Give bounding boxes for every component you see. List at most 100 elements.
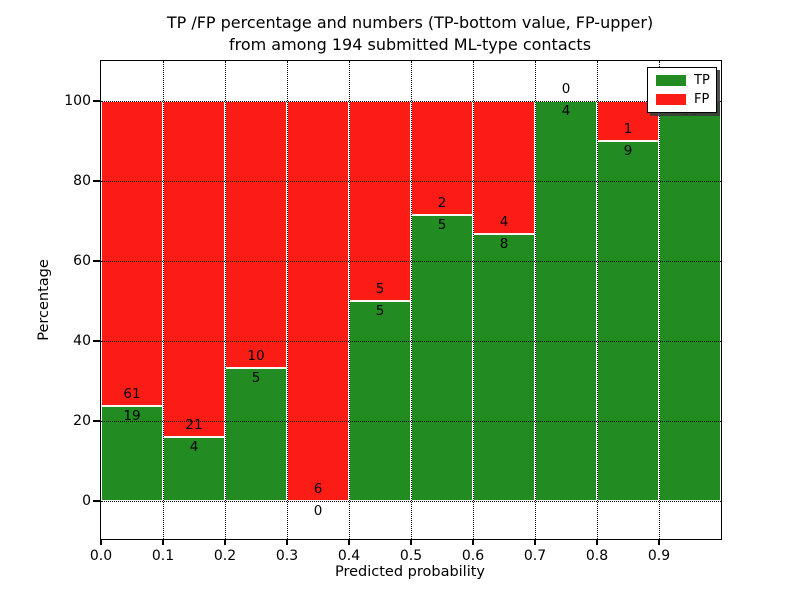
x-tick-mark — [100, 539, 102, 545]
y-tick-label: 80 — [73, 173, 91, 189]
tp-segment — [101, 406, 163, 501]
x-tick-mark — [162, 539, 164, 545]
plot-area: 6119214105605525480419025 TP FP 02040608… — [64, 60, 722, 564]
chart-title: TP /FP percentage and numbers (TP-bottom… — [100, 12, 720, 56]
bars-band: 6119214105605525480419025 — [101, 81, 721, 519]
fp-count-label: 4 — [499, 214, 509, 231]
stacked-bar: 61 19 — [101, 101, 163, 501]
tp-segment — [473, 234, 535, 501]
legend-label-fp: FP — [694, 92, 710, 107]
x-tick-label: 0.4 — [337, 548, 361, 564]
x-tick-mark — [348, 539, 350, 545]
tp-segment — [349, 301, 411, 501]
legend: TP FP — [647, 67, 717, 113]
x-gridline — [224, 61, 226, 539]
x-gridline — [286, 61, 288, 539]
x-tick-mark — [534, 539, 536, 545]
x-tick-label: 0.6 — [461, 548, 485, 564]
fp-count-label: 2 — [437, 195, 447, 212]
fp-count-label: 5 — [375, 281, 385, 297]
legend-item-fp: FP — [656, 92, 710, 107]
tp-count-label: 4 — [561, 103, 571, 119]
stacked-bar: 10 5 — [225, 101, 287, 501]
x-gridline — [162, 61, 164, 539]
y-tick-mark — [93, 260, 101, 262]
x-tick-label: 0.8 — [585, 548, 609, 564]
chart-title-line2: from among 194 submitted ML-type contact… — [228, 35, 592, 54]
x-tick-label: 0.5 — [399, 548, 423, 564]
legend-item-tp: TP — [656, 73, 710, 88]
tp-count-label: 5 — [251, 369, 261, 386]
fp-segment — [101, 101, 163, 406]
x-gridline — [472, 61, 474, 539]
x-axis-label: Predicted probability — [334, 564, 486, 580]
fp-segment — [225, 101, 287, 368]
tp-count-label: 0 — [313, 503, 323, 519]
tp-count-label: 9 — [623, 143, 633, 159]
x-gridline — [534, 61, 536, 539]
legend-swatch-tp — [656, 75, 686, 86]
fp-segment — [473, 101, 535, 235]
tp-count-label: 8 — [499, 236, 509, 253]
fp-count-label: 21 — [185, 417, 203, 433]
x-tick-label: 0.2 — [213, 548, 237, 564]
fp-segment — [287, 101, 349, 501]
fp-segment — [163, 101, 225, 437]
x-tick-label: 0.0 — [89, 548, 113, 564]
fp-count-label: 10 — [247, 347, 265, 364]
tp-segment — [163, 437, 225, 501]
fp-count-label: 1 — [623, 121, 633, 137]
tp-count-label: 5 — [375, 303, 385, 319]
x-gridline — [410, 61, 412, 539]
tp-segment — [535, 101, 597, 501]
x-gridline — [658, 61, 660, 539]
x-tick-label: 0.3 — [275, 548, 299, 564]
tp-segment — [597, 141, 659, 501]
y-tick-label: 20 — [73, 413, 91, 429]
x-tick-label: 0.9 — [647, 548, 671, 564]
fp-count-label: 6 — [313, 481, 323, 497]
y-axis-label: Percentage — [36, 259, 52, 341]
legend-swatch-fp — [656, 94, 686, 105]
chart-title-line1: TP /FP percentage and numbers (TP-bottom… — [166, 13, 654, 32]
x-gridline — [596, 61, 598, 539]
x-tick-label: 0.7 — [523, 548, 547, 564]
x-tick-mark — [658, 539, 660, 545]
y-tick-mark — [93, 420, 101, 422]
tp-segment — [659, 101, 721, 501]
tp-count-label: 5 — [437, 217, 447, 234]
y-tick-label: 60 — [73, 253, 91, 269]
x-tick-mark — [410, 539, 412, 545]
tp-count-label: 4 — [189, 439, 199, 455]
tp-segment — [225, 367, 287, 501]
y-tick-label: 0 — [82, 493, 91, 509]
y-tick-label: 100 — [64, 93, 91, 109]
y-tick-label: 40 — [73, 333, 91, 349]
x-gridline — [348, 61, 350, 539]
fp-count-label: 0 — [561, 81, 571, 97]
stacked-bar: 025 — [659, 81, 721, 501]
tp-segment — [411, 215, 473, 501]
legend-label-tp: TP — [694, 73, 710, 88]
x-tick-mark — [286, 539, 288, 545]
fp-segment — [349, 101, 411, 301]
y-tick-mark — [93, 100, 101, 102]
y-tick-mark — [93, 500, 101, 502]
x-tick-mark — [596, 539, 598, 545]
x-tick-label: 0.1 — [151, 548, 175, 564]
fp-count-label: 61 — [123, 386, 141, 402]
y-tick-mark — [93, 180, 101, 182]
x-tick-mark — [472, 539, 474, 545]
y-tick-mark — [93, 340, 101, 342]
x-tick-mark — [224, 539, 226, 545]
tp-count-label: 19 — [123, 408, 141, 424]
stacked-bar: 21 4 — [163, 101, 225, 501]
fp-segment — [411, 101, 473, 216]
